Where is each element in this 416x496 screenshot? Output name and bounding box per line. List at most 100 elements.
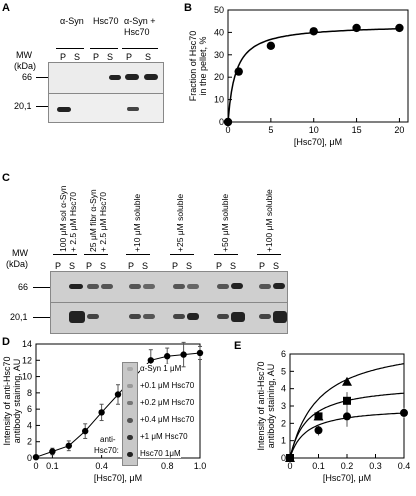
- y-tick-label: 3: [281, 401, 286, 411]
- panel-e-letter: E: [234, 340, 242, 352]
- y-tick-label: 1: [281, 436, 286, 446]
- gel-band: [259, 284, 271, 289]
- panel-a-group-combo-1: α-Syn +: [124, 16, 156, 26]
- blot-dot: [127, 401, 133, 405]
- panel-a-group-combo-2: Hsc70: [124, 27, 150, 37]
- y-axis-label: Intensity of anti-Hsc70antibody staining…: [2, 356, 22, 445]
- panel-c-lane: S: [69, 261, 76, 271]
- gel-band: [127, 107, 139, 111]
- fit-curve: [227, 28, 400, 123]
- panel-b-letter: B: [184, 2, 192, 14]
- panel-a-marker-20: 20,1: [14, 101, 32, 111]
- panel-a-lane-1: P: [60, 52, 67, 62]
- panel-a-marker-66: 66: [22, 72, 33, 82]
- y-tick-label: 10: [22, 372, 32, 382]
- data-point: [234, 67, 243, 76]
- panel-c-lane: S: [273, 261, 280, 271]
- gel-band: [273, 283, 285, 289]
- panel-d-letter: D: [2, 336, 10, 348]
- panel-c-lane: P: [86, 261, 93, 271]
- y-tick-label: 30: [214, 50, 224, 60]
- y-axis-label: Intensity of anti-Hsc70antibody staining…: [256, 361, 276, 450]
- panel-a-lane-4: S: [107, 52, 114, 62]
- data-point-triangle: [342, 376, 352, 386]
- panel-d-chart: 0 2 4 6 8 10 12 14 0 0.1 0.4 0.8 1.0 [Hsc70], μM Inten…: [2, 339, 207, 483]
- panel-a-kda-label: (kDa): [14, 61, 36, 71]
- panel-a-group-hsc70: Hsc70: [93, 16, 119, 26]
- data-point: [164, 353, 171, 360]
- y-axis-label: Fraction of Hsc70in the pellet, %: [188, 31, 208, 102]
- x-tick-label: 20: [394, 125, 404, 135]
- y-tick-label: 50: [214, 5, 224, 15]
- panel-a-group-bracket-2: [90, 48, 118, 49]
- panel-d-inset-label: +0.4 μM Hsc70: [140, 415, 195, 424]
- panel-c-condition-1b: + 2.5 μM Hsc70: [68, 192, 78, 252]
- panel-c-mw-label: MW: [12, 248, 28, 258]
- panel-d-inset-label: +1 μM Hsc70: [140, 432, 188, 441]
- panel-d-inset-label: +0.2 μM Hsc70: [140, 398, 195, 407]
- panel-c-letter: C: [2, 172, 10, 184]
- panel-a-lane-2: S: [74, 52, 81, 62]
- gel-band: [101, 284, 113, 289]
- data-point-circle: [286, 454, 294, 462]
- data-point: [180, 351, 187, 358]
- y-tick-label: 0: [27, 453, 32, 463]
- y-tick-label: 2: [281, 418, 286, 428]
- data-point: [147, 357, 154, 364]
- panel-c-lane: S: [230, 261, 237, 271]
- blot-dot: [127, 418, 133, 423]
- panel-c-lane: P: [55, 261, 62, 271]
- gel-band: [129, 314, 141, 319]
- panel-c-condition-2b: + 2.5 μM Hsc70: [98, 192, 108, 252]
- panel-c-gel-lower: [50, 302, 288, 334]
- panel-b-chart: 0 10 20 30 40 50 0 5 10 15 20 [Hsc70], μM Fraction o…: [188, 5, 409, 147]
- gel-band: [273, 311, 287, 323]
- x-tick-label: 15: [352, 125, 362, 135]
- x-tick-label: 5: [268, 125, 273, 135]
- x-tick-label: 1.0: [194, 461, 207, 471]
- panel-c-bracket: [214, 254, 238, 255]
- panel-a-group-bracket-1: [56, 48, 84, 49]
- gel-band: [87, 284, 99, 289]
- x-tick-label: 0: [287, 461, 292, 471]
- data-point: [266, 41, 276, 51]
- panel-c-condition-1a: 100 μM sol α-Syn: [58, 185, 68, 252]
- x-tick-label: 0: [33, 461, 38, 471]
- x-tick-label: 0: [225, 125, 230, 135]
- panel-c-bracket: [53, 254, 77, 255]
- gel-band: [187, 313, 199, 320]
- gel-band: [143, 284, 155, 289]
- x-axis-label: [Hsc70], μM: [323, 473, 371, 483]
- gel-band: [231, 283, 243, 289]
- x-tick-label: 0.1: [46, 461, 59, 471]
- panel-d-anti-label: anti-: [100, 435, 116, 444]
- panel-c-lane: P: [128, 261, 135, 271]
- x-tick-label: 0.1: [312, 461, 325, 471]
- panel-a-lane-5: P: [126, 52, 133, 62]
- gel-band: [173, 314, 185, 319]
- y-tick-label: 4: [27, 420, 32, 430]
- panel-d-inset-label: +0.1 μM Hsc70: [140, 381, 195, 390]
- panel-c-lane: S: [186, 261, 193, 271]
- panel-c-condition-3: +10 μM soluble: [132, 193, 142, 252]
- y-tick-label: 6: [27, 404, 32, 414]
- panel-c-bracket: [257, 254, 281, 255]
- panel-d-anti-label: Hsc70:: [94, 446, 119, 455]
- x-tick-label: 0.8: [161, 461, 174, 471]
- gel-band: [129, 284, 141, 289]
- data-point: [98, 409, 105, 416]
- gel-band: [125, 74, 139, 80]
- data-point: [395, 23, 404, 33]
- panel-a-group-asyn: α-Syn: [60, 16, 84, 26]
- panel-e-chart: 0 1 2 3 4 5 6 0 0.1 0.2 0.3 0.4 [Hsc70], μM Intensity…: [256, 349, 411, 483]
- x-axis-label: [Hsc70], μM: [94, 473, 142, 483]
- data-point: [32, 453, 40, 461]
- blot-dot: [127, 452, 133, 457]
- data-point: [82, 427, 89, 435]
- x-tick-label: 0.4: [398, 461, 411, 471]
- data-point: [196, 349, 204, 357]
- y-tick-label: 10: [214, 95, 224, 105]
- plot-frame: [227, 9, 409, 123]
- panel-c-lane: S: [142, 261, 149, 271]
- panel-a-lane-3: P: [93, 52, 100, 62]
